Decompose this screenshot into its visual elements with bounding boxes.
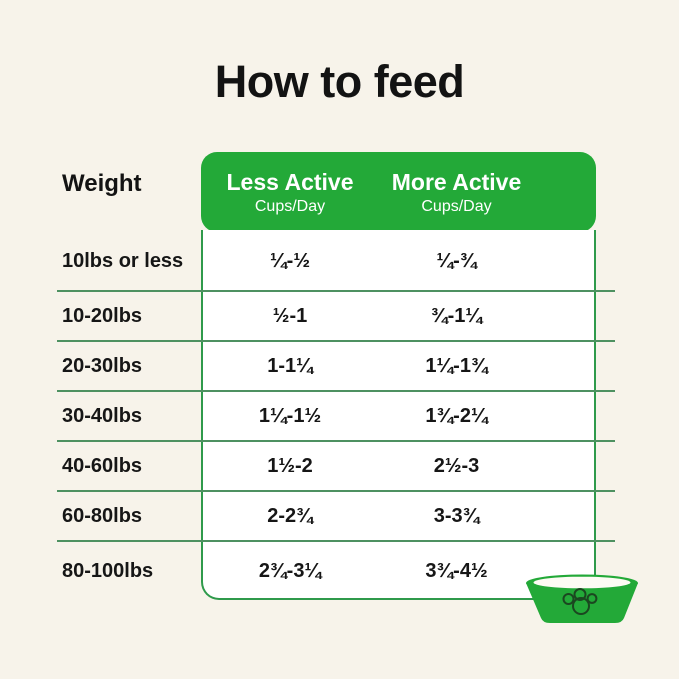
table-row: 80-100lbs 2¾-3¼ 3¾-4½ — [57, 542, 615, 600]
less-active-cell: ¼-½ — [269, 249, 311, 272]
less-active-unit: Cups/Day — [254, 197, 326, 215]
column-header-more-active: More Active Cups/Day — [379, 169, 534, 216]
more-active-unit: Cups/Day — [421, 197, 492, 215]
less-active-label: Less Active — [226, 168, 354, 195]
table-row: 40-60lbs 1½-2 2½-3 — [57, 442, 615, 492]
weight-column-header: Weight — [62, 170, 142, 197]
more-active-cell: 3-3¾ — [433, 504, 480, 527]
table-header-banner: Less Active Cups/Day More Active Cups/Da… — [201, 152, 596, 232]
less-active-cell: 2¾-3¼ — [258, 559, 322, 582]
page-title: How to feed — [214, 56, 465, 107]
paw-print-icon — [562, 588, 598, 615]
weight-cell: 10-20lbs — [62, 304, 143, 327]
weight-cell: 10lbs or less — [62, 249, 184, 272]
more-active-cell: ¼-¾ — [436, 249, 477, 272]
more-active-cell: ¾-1¼ — [430, 304, 483, 327]
less-active-cell: 1¼-1½ — [258, 404, 322, 427]
table-row: 60-80lbs 2-2¾ 3-3¾ — [57, 492, 615, 542]
more-active-cell: 2½-3 — [433, 454, 480, 477]
weight-cell: 60-80lbs — [62, 504, 143, 527]
weight-cell: 20-30lbs — [62, 354, 143, 377]
more-active-label: More Active — [391, 168, 522, 195]
feeding-table: 10lbs or less ¼-½ ¼-¾ 10-20lbs ½-1 ¾-1¼ … — [57, 232, 615, 600]
less-active-cell: 1-1¼ — [267, 354, 313, 377]
table-row: 10lbs or less ¼-½ ¼-¾ — [57, 232, 615, 292]
more-active-cell: 1¾-2¼ — [425, 404, 488, 427]
less-active-cell: ½-1 — [272, 304, 308, 327]
dog-bowl-icon — [526, 574, 638, 623]
more-active-cell: 1¼-1¾ — [425, 354, 488, 377]
more-active-cell: 3¾-4½ — [425, 559, 488, 582]
table-row: 20-30lbs 1-1¼ 1¼-1¾ — [57, 342, 615, 392]
weight-cell: 80-100lbs — [62, 559, 154, 582]
weight-cell: 40-60lbs — [62, 454, 143, 477]
column-header-less-active: Less Active Cups/Day — [201, 169, 379, 216]
table-row: 30-40lbs 1¼-1½ 1¾-2¼ — [57, 392, 615, 442]
less-active-cell: 1½-2 — [267, 454, 313, 477]
less-active-cell: 2-2¾ — [267, 504, 313, 527]
table-row: 10-20lbs ½-1 ¾-1¼ — [57, 292, 615, 342]
weight-cell: 30-40lbs — [62, 404, 143, 427]
